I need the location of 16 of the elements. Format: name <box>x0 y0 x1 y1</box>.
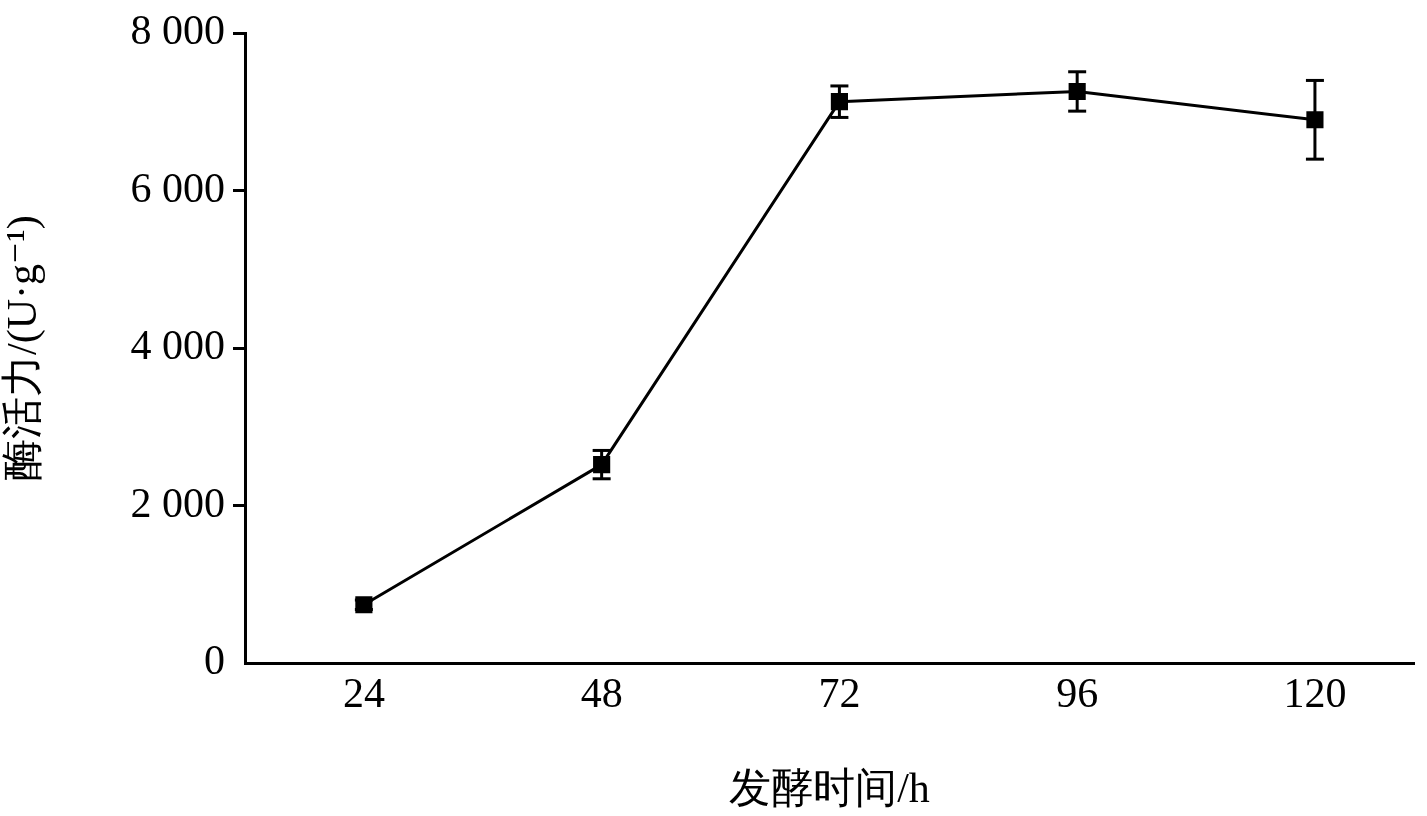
y-axis-title: 酶活力/(U·g⁻¹) <box>0 215 47 481</box>
y-tick-label: 4 000 <box>130 322 225 369</box>
point <box>1068 82 1086 101</box>
y-tick-label: 0 <box>204 637 225 684</box>
x-tick-label: 48 <box>580 670 623 717</box>
y-tick-label: 6 000 <box>130 164 225 211</box>
x-tick-label: 24 <box>342 670 385 717</box>
point <box>830 93 848 111</box>
x-axis-title: 发酵时间/h <box>729 764 930 811</box>
x-tick-label: 96 <box>1056 670 1099 717</box>
x-tick-label: 72 <box>818 670 861 717</box>
y-tick-label: 8 000 <box>130 7 225 54</box>
point <box>1306 111 1324 129</box>
x-tick-label: 120 <box>1283 670 1347 717</box>
y-tick-label: 2 000 <box>130 479 225 526</box>
point <box>593 456 611 474</box>
